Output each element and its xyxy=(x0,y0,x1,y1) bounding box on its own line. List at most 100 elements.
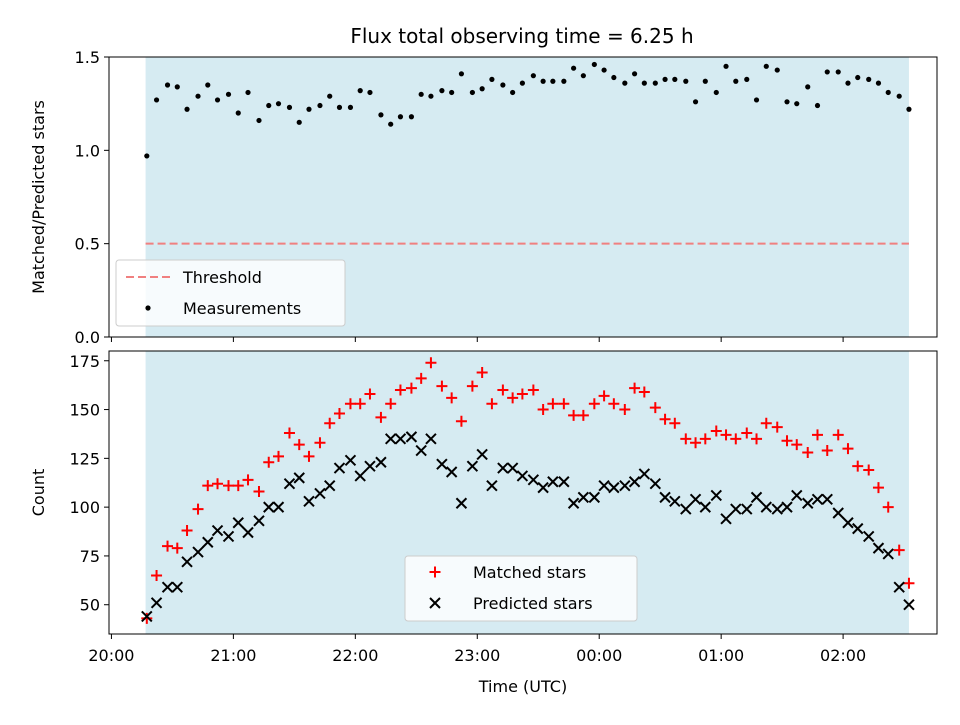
measurement-point xyxy=(814,102,821,109)
predicted-star-point xyxy=(558,476,570,488)
measurement-point xyxy=(561,78,567,84)
top-panel-ratio: 0.0 0.5 1.0 1.5 Matched/Predicted stars Thres… xyxy=(29,48,938,347)
matched-star-point xyxy=(314,437,326,449)
matched-star-point xyxy=(680,433,692,445)
measurement-point xyxy=(266,102,272,109)
matched-star-point xyxy=(537,404,549,416)
predicted-star-point xyxy=(608,481,620,494)
predicted-star-point xyxy=(181,556,193,568)
measurement-point xyxy=(530,73,536,79)
matched-star-point xyxy=(425,357,437,369)
measurement-point xyxy=(225,91,232,97)
predicted-star-point xyxy=(741,503,753,515)
matched-star-point xyxy=(720,429,732,441)
matched-star-point xyxy=(476,366,488,378)
y-tick-label: 1.0 xyxy=(75,141,100,160)
y-tick-label: 150 xyxy=(69,401,100,420)
measurement-point xyxy=(296,119,302,125)
y-axis-label: Matched/Predicted stars xyxy=(29,100,48,294)
matched-star-point xyxy=(171,542,183,554)
measurement-point xyxy=(906,106,912,112)
measurement-point xyxy=(784,99,790,105)
measurement-point xyxy=(428,93,434,99)
measurement-point xyxy=(286,104,293,110)
legend-label-matched: Matched stars xyxy=(473,563,586,582)
predicted-star-point xyxy=(150,597,163,609)
matched-star-point xyxy=(151,569,163,581)
matched-star-point xyxy=(659,413,671,425)
y-tick-label: 0.0 xyxy=(75,328,100,347)
measurement-point xyxy=(641,80,647,86)
measurement-point xyxy=(164,82,171,88)
matched-star-point xyxy=(141,612,153,624)
predicted-star-point xyxy=(760,501,772,513)
predicted-star-point xyxy=(211,524,224,537)
predicted-star-point xyxy=(283,478,296,490)
measurement-point xyxy=(449,89,455,96)
matched-star-point xyxy=(405,382,417,394)
measurement-point xyxy=(763,63,769,69)
predicted-star-point xyxy=(802,497,814,509)
y-tick-label: 175 xyxy=(69,352,100,371)
predicted-star-point xyxy=(628,476,641,488)
legend-measurement-swatch xyxy=(145,305,151,311)
predicted-star-point xyxy=(730,503,742,515)
matched-star-point xyxy=(821,445,833,457)
matched-star-point xyxy=(893,544,905,556)
measurement-point xyxy=(184,106,190,112)
predicted-star-point xyxy=(222,530,235,543)
matched-star-point xyxy=(781,435,793,447)
predicted-star-point xyxy=(547,476,559,488)
predicted-star-point xyxy=(832,507,844,519)
predicted-star-point xyxy=(486,479,498,492)
matched-star-point xyxy=(507,392,519,404)
x-tick-label: 22:00 xyxy=(332,646,378,665)
legend-bottom: Matched stars Predicted stars xyxy=(404,555,638,622)
measurement-point xyxy=(397,114,404,120)
predicted-star-point xyxy=(375,456,387,468)
predicted-star-point xyxy=(192,546,204,558)
matched-star-point xyxy=(324,417,336,429)
matched-star-point xyxy=(303,450,315,462)
predicted-star-point xyxy=(497,462,509,474)
measurement-point xyxy=(519,80,525,86)
matched-star-point xyxy=(649,402,661,414)
matched-star-point xyxy=(333,407,345,419)
measurement-point xyxy=(479,86,485,92)
matched-star-point xyxy=(710,425,722,437)
predicted-star-point xyxy=(811,493,824,506)
predicted-star-point xyxy=(405,431,418,443)
matched-star-point xyxy=(497,384,509,396)
x-tick-label: 00:00 xyxy=(576,646,622,665)
predicted-star-point xyxy=(791,489,803,502)
measurement-point xyxy=(794,101,800,107)
predicted-star-point xyxy=(863,530,875,543)
matched-star-point xyxy=(771,421,783,433)
measurement-point xyxy=(733,78,739,84)
predicted-star-point xyxy=(710,489,722,502)
x-tick-label: 23:00 xyxy=(454,646,500,665)
legend-label-predicted: Predicted stars xyxy=(473,594,593,613)
matched-star-point xyxy=(872,482,884,494)
matched-star-point xyxy=(436,380,448,392)
legend-label-measurements: Measurements xyxy=(183,299,301,318)
matched-star-point xyxy=(242,474,254,486)
predicted-star-point xyxy=(882,548,894,560)
matched-star-point xyxy=(415,372,427,384)
measurement-point xyxy=(824,69,830,75)
measurement-point xyxy=(347,104,354,110)
predicted-star-point xyxy=(699,501,712,513)
matched-star-point xyxy=(446,392,458,404)
predicted-star-point xyxy=(516,470,529,482)
measurement-point xyxy=(214,97,221,103)
predicted-star-point xyxy=(232,517,244,529)
measurement-point xyxy=(571,65,577,71)
matched-star-point xyxy=(212,478,224,490)
predicted-star-point xyxy=(649,478,662,490)
predicted-star-point xyxy=(161,581,174,593)
predicted-star-point xyxy=(202,536,214,548)
predicted-star-point xyxy=(445,466,458,478)
predicted-star-point xyxy=(293,472,305,484)
x-tick-label: 02:00 xyxy=(820,646,866,665)
measurement-point xyxy=(388,121,394,127)
